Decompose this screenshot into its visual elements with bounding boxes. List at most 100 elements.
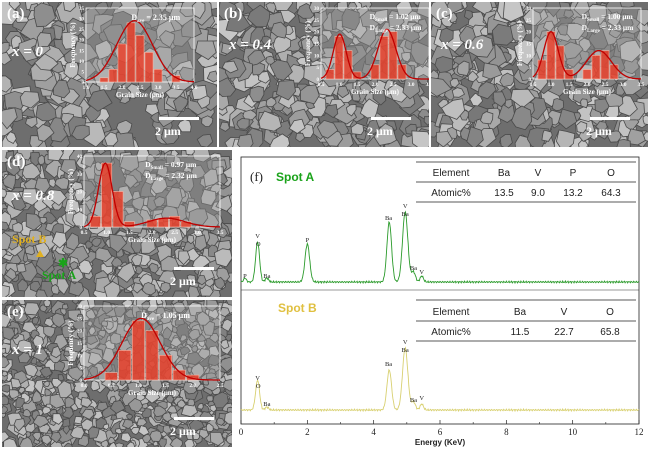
spot-b-peak-label: O <box>256 383 261 390</box>
scale-bar-label: 2 μm <box>170 274 196 288</box>
histogram-bar <box>99 77 109 83</box>
spot-a-peak-label: V <box>403 203 408 210</box>
x-tick-label: 0.0 <box>81 383 88 389</box>
mean-size-label: Dave = 2.35 μm <box>131 13 180 24</box>
scale-bar <box>590 117 630 120</box>
x-tick-label: 0.5 <box>108 383 115 389</box>
spot-b-peak-label: Ba <box>402 347 409 354</box>
table-b-header: Ba <box>514 307 527 318</box>
scale-bar <box>159 117 199 120</box>
x-tick-label: 1.0 <box>548 82 555 88</box>
spot-b-peak-label: V <box>255 375 260 382</box>
x-tick-label: 2.5 <box>390 82 397 88</box>
gaussian-fit-curve <box>532 30 641 80</box>
spot-a-spectrum <box>240 210 640 285</box>
y-tick-label: 25 <box>314 19 320 24</box>
y-axis-title: Frequency (%) <box>304 20 312 66</box>
table-b-row-label: Atomic% <box>431 327 471 338</box>
x-tick-label: 2.0 <box>584 82 591 88</box>
x-tick-label: 1.0 <box>135 383 142 389</box>
y-tick-label: 0 <box>82 81 85 86</box>
x-tick-label: 10 <box>568 427 578 437</box>
table-b-value: 22.7 <box>554 327 574 338</box>
x-tick-label: 4.0 <box>191 85 198 91</box>
panel-label: (e) <box>7 304 24 320</box>
spot-b-peak-label: Ba <box>385 361 392 368</box>
table-b-value: 65.8 <box>600 327 620 338</box>
y-axis-title: Frequency (%) <box>516 20 524 66</box>
grain-size-histogram: 0 5 10 15 20 25 30 0.5 1.0 1.5 2.0 2.5 3.0 3.5 Grain S… <box>304 7 429 96</box>
y-tick-label: 20 <box>526 31 532 36</box>
table-a-header: Element <box>433 168 470 179</box>
table-a-header: Ba <box>498 168 511 179</box>
sem-panel-b: (b) x = 0.4 2 μm 0 5 10 15 20 25 30 0.5 1.0 1.5 2.0 2.… <box>219 2 429 147</box>
grain-size-histogram: 0 5 10 15 20 25 30 0.0 0.5 1.0 1.5 2.0 2.5 Grain Size… <box>67 305 224 397</box>
size-label: DSmall = 1.00 μm <box>582 12 634 23</box>
y-tick-label: 5 <box>80 367 83 372</box>
y-tick-label: 15 <box>77 342 83 347</box>
y-tick-label: 5 <box>317 66 320 71</box>
spot-a-title: Spot A <box>276 170 315 184</box>
size-label: DSmall = 0.97 μm <box>145 160 197 171</box>
x-tick-label: 3.0 <box>408 82 415 88</box>
histogram-bar <box>582 69 592 80</box>
y-tick-label: 25 <box>526 19 532 24</box>
spot-b-title: Spot B <box>278 301 317 315</box>
x-tick-label: 3.0 <box>620 82 627 88</box>
panel-label: (d) <box>7 154 26 170</box>
x-axis-title: Grain Size (μm) <box>563 88 612 96</box>
histogram-bar <box>172 369 186 381</box>
y-tick-label: 25 <box>79 28 85 33</box>
spot-a-peak-label: Ba <box>385 215 392 222</box>
table-a-header: V <box>535 168 542 179</box>
grain-size-histogram: 0 5 10 15 20 25 30 35 1.0 1.5 2.0 2.5 3.0 3.5 4.0 Grain… <box>69 7 198 99</box>
spot-a-marker: ✱ <box>58 256 69 270</box>
x-axis-title: Grain Size (μm) <box>128 389 177 397</box>
spot-a-peak-label: P <box>243 273 247 280</box>
histogram-bar <box>135 35 145 83</box>
sem-grain-texture <box>2 2 217 147</box>
histogram-bar <box>546 31 556 80</box>
table-a-header: P <box>570 168 577 179</box>
scale-bar <box>174 417 214 420</box>
table-b-header: O <box>606 307 614 318</box>
spot-a-label: Spot A <box>42 268 77 282</box>
y-tick-label: 30 <box>526 7 532 12</box>
histogram-bar <box>600 50 610 80</box>
y-tick-label: 10 <box>77 208 83 213</box>
y-tick-label: 0 <box>80 226 83 231</box>
histogram-bar <box>104 372 118 381</box>
y-tick-label: 40 <box>77 155 83 160</box>
histogram-bar <box>352 71 362 80</box>
y-tick-label: 10 <box>79 60 85 65</box>
grain-size-histogram: 0 10 20 30 40 0.5 1.0 1.5 2.0 2.5 3.0 3.5 Grain Size… <box>67 155 224 244</box>
x-axis-title: Energy (KeV) <box>415 438 466 447</box>
spot-a-peak-label: Ba <box>263 273 270 280</box>
eds-spectrum-panel: (f) Spot A Spot B Element Ba V P O Atomic% 13.5 9.… <box>236 154 646 447</box>
composition-label: x = 0.4 <box>229 37 272 53</box>
spot-b-peak-label: Ba <box>410 397 417 404</box>
spot-b-marker <box>36 250 44 257</box>
scale-bar-label: 2 μm <box>155 124 181 138</box>
y-tick-label: 20 <box>314 31 320 36</box>
y-axis-title: Frequency (%) <box>67 320 75 366</box>
x-tick-label: 1.5 <box>126 230 133 236</box>
y-tick-label: 35 <box>79 7 85 12</box>
x-tick-label: 3.5 <box>426 82 429 88</box>
x-tick-label: 3.0 <box>155 85 162 91</box>
histogram-bar <box>334 36 344 80</box>
histogram-bar <box>609 64 619 80</box>
table-a-value: 9.0 <box>531 188 545 199</box>
x-tick-label: 1.5 <box>162 383 169 389</box>
spot-b-peak-label: Ba <box>263 401 270 408</box>
table-a-header: O <box>607 168 615 179</box>
x-axis-title: Grain Size (μm) <box>351 88 400 96</box>
mean-size-label: Dave = 1.05 μm <box>141 311 190 322</box>
size-label: DLarge = 2.33 μm <box>582 23 634 34</box>
x-tick-label: 2.5 <box>217 383 224 389</box>
histogram-bar <box>370 64 380 80</box>
sem-grain-texture <box>2 150 232 297</box>
table-a-value: 13.5 <box>494 188 514 199</box>
spot-a-peak-label: P <box>306 237 310 244</box>
scale-bar-label: 2 μm <box>367 124 393 138</box>
